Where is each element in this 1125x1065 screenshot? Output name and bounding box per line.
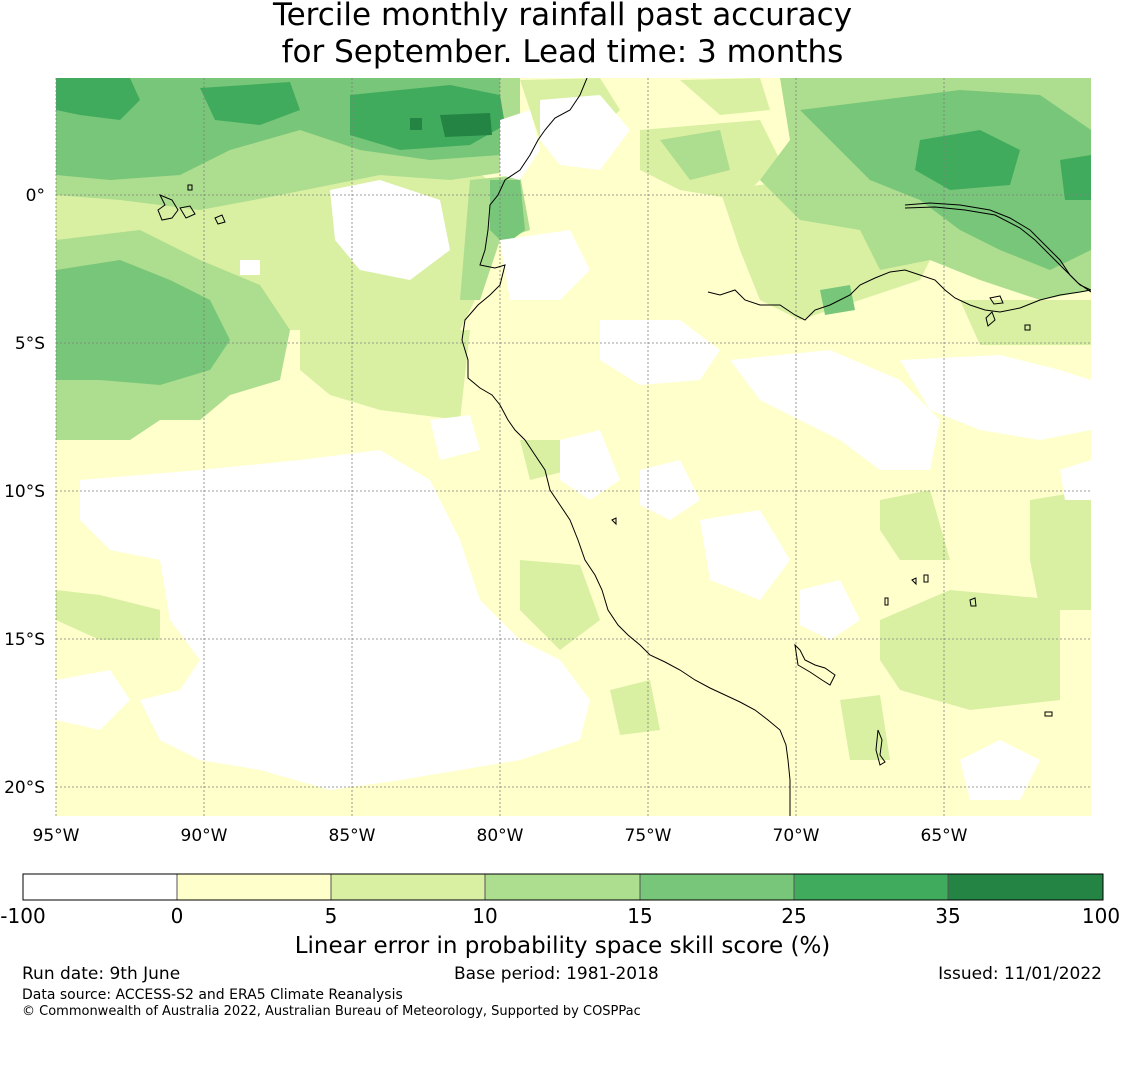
coastline: [157, 78, 1091, 816]
colorbar-swatch: [485, 874, 640, 900]
lon-tick-labels: 95°W 90°W 85°W 80°W 75°W 70°W 65°W: [33, 826, 968, 846]
colorbar-tick-label: -100: [0, 904, 45, 928]
colorbar-swatch: [640, 874, 794, 900]
lat-tick-labels: 0° 5°S 10°S 15°S 20°S: [4, 186, 45, 798]
map-title-line-1: Tercile monthly rainfall past accuracy: [272, 0, 853, 33]
skill-field-negative: [56, 95, 1091, 800]
colorbar-swatch: [177, 874, 331, 900]
lon-tick-label: 65°W: [921, 826, 968, 846]
skill-field-35-100: [410, 113, 492, 137]
lon-tick-label: 85°W: [329, 826, 376, 846]
colorbar: -100 0 5 10 15 25 35 100: [0, 873, 1120, 928]
map-gridlines: [55, 78, 1091, 816]
colorbar-tick-label: 25: [781, 904, 806, 928]
skill-field-25-35: [56, 78, 1091, 200]
colorbar-swatch: [948, 874, 1103, 900]
map-plot-area: [56, 78, 1091, 816]
lat-tick-label: 20°S: [4, 778, 45, 798]
base-period-text: Base period: 1981-2018: [454, 964, 659, 984]
colorbar-outline: [22, 873, 1104, 901]
colorbar-tick-label: 5: [325, 904, 338, 928]
colorbar-tick-label: 35: [935, 904, 960, 928]
lat-tick-label: 5°S: [15, 334, 45, 354]
colorbar-title: Linear error in probability space skill …: [294, 933, 831, 959]
lon-tick-label: 80°W: [477, 826, 524, 846]
lon-tick-label: 90°W: [181, 826, 228, 846]
lon-tick-label: 70°W: [773, 826, 820, 846]
data-source-text: Data source: ACCESS-S2 and ERA5 Climate …: [22, 987, 403, 1003]
map-title-line-2: for September. Lead time: 3 months: [281, 34, 844, 70]
colorbar-tick-label: 15: [627, 904, 652, 928]
colorbar-swatch: [794, 874, 948, 900]
colorbar-tick-label: 10: [472, 904, 497, 928]
lat-tick-label: 10°S: [4, 482, 45, 502]
lat-tick-label: 15°S: [4, 630, 45, 650]
lon-tick-label: 75°W: [625, 826, 672, 846]
colorbar-tick-label: 100: [1082, 904, 1120, 928]
issued-date-text: Issued: 11/01/2022: [938, 964, 1102, 984]
lat-tick-label: 0°: [26, 186, 45, 206]
colorbar-swatch: [23, 874, 177, 900]
run-date-text: Run date: 9th June: [22, 964, 181, 984]
lon-tick-label: 95°W: [33, 826, 80, 846]
copyright-text: © Commonwealth of Australia 2022, Austra…: [22, 1004, 641, 1019]
colorbar-swatch: [331, 874, 485, 900]
colorbar-tick-label: 0: [171, 904, 184, 928]
